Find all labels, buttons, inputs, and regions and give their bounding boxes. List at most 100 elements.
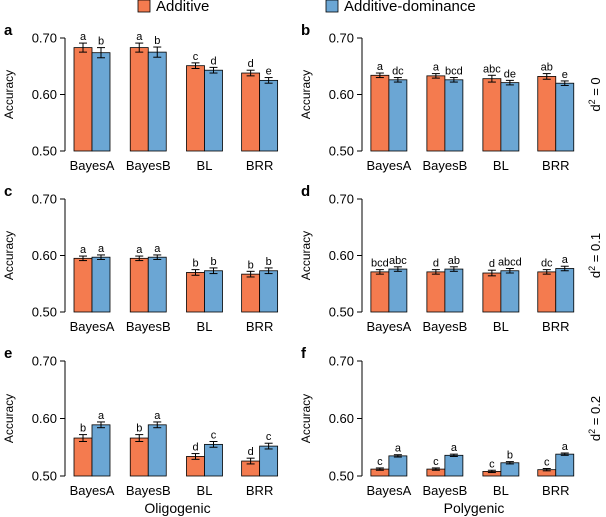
row-label: d2 = 0.2 — [587, 396, 603, 441]
y-tick-label: 0.70 — [329, 31, 354, 46]
bar-e-BL-dominance — [204, 443, 223, 477]
significance-letter: a — [98, 243, 105, 255]
panel-f: f0.500.600.70AccuracycaBayesAcaBayesBcbB… — [299, 345, 603, 516]
bar-a-BayesB-dominance — [147, 51, 167, 152]
bar-c-BL-dominance — [204, 270, 223, 313]
bar-d-BayesB-additive — [426, 271, 446, 313]
bar-e-BayesA-additive — [73, 437, 93, 477]
x-tick-label-BayesB: BayesB — [422, 483, 467, 498]
panel-letter-d: d — [301, 183, 310, 200]
legend: Additive Additive-dominance — [137, 0, 476, 15]
significance-letter: abc — [483, 63, 501, 75]
y-tick-label: 0.70 — [32, 31, 57, 46]
x-axis-label: Oligogenic — [144, 500, 210, 516]
bar-d-BayesA-dominance — [388, 268, 408, 313]
panel-letter-f: f — [301, 345, 307, 362]
x-tick-label-BRR: BRR — [542, 319, 569, 334]
x-tick-label-BayesB: BayesB — [126, 483, 171, 498]
y-axis-label: Accuracy — [2, 394, 16, 443]
bar-d-BayesB-dominance — [444, 268, 464, 313]
significance-letter: dc — [541, 258, 553, 270]
significance-letter: d — [433, 258, 439, 270]
y-tick-label: 0.70 — [329, 354, 354, 369]
significance-letter: b — [80, 423, 86, 435]
significance-letter: de — [504, 68, 516, 80]
panel-letter-c: c — [4, 183, 12, 200]
significance-letter: d — [489, 258, 495, 270]
bar-c-BayesB-dominance — [147, 256, 167, 313]
bar-c-BRR-dominance — [259, 270, 279, 313]
bar-c-BL-additive — [186, 272, 205, 313]
bar-f-BayesB-dominance — [444, 454, 464, 477]
significance-letter: d — [210, 55, 216, 67]
significance-letter: c — [266, 431, 272, 443]
significance-letter: a — [80, 31, 87, 43]
x-tick-label-BRR: BRR — [542, 483, 569, 498]
x-tick-label-BayesA: BayesA — [366, 319, 411, 334]
y-tick-label: 0.60 — [329, 411, 354, 426]
bar-b-BL-additive — [482, 78, 502, 152]
bar-e-BayesB-dominance — [147, 424, 167, 477]
significance-letter: a — [451, 442, 458, 454]
y-tick-label: 0.50 — [329, 305, 354, 320]
y-tick-label: 0.60 — [32, 248, 57, 263]
bar-f-BRR-dominance — [555, 453, 575, 477]
bar-d-BL-dominance — [500, 270, 520, 313]
bar-a-BL-dominance — [204, 69, 223, 152]
significance-letter: a — [154, 410, 161, 422]
significance-letter: a — [562, 441, 569, 453]
x-tick-label-BRR: BRR — [246, 483, 273, 498]
y-axis-label: Accuracy — [299, 70, 313, 119]
significance-letter: b — [154, 35, 160, 47]
bar-a-BayesB-additive — [129, 47, 149, 152]
y-axis-label: Accuracy — [299, 231, 313, 280]
x-tick-label-BL: BL — [493, 483, 509, 498]
significance-letter: d — [248, 446, 254, 458]
significance-letter: bcd — [371, 258, 389, 270]
significance-letter: e — [266, 66, 272, 78]
y-tick-label: 0.60 — [329, 87, 354, 102]
significance-letter: b — [192, 258, 198, 270]
y-tick-label: 0.70 — [32, 354, 57, 369]
bar-b-BRR-dominance — [555, 82, 575, 152]
significance-letter: c — [544, 457, 550, 469]
significance-letter: b — [210, 256, 216, 268]
x-tick-label-BayesB: BayesB — [422, 158, 467, 173]
bar-d-BRR-dominance — [555, 268, 575, 313]
significance-letter: a — [377, 61, 384, 73]
x-tick-label-BL: BL — [197, 319, 213, 334]
bar-a-BRR-additive — [241, 72, 261, 152]
bar-b-BayesA-additive — [370, 74, 390, 152]
y-tick-label: 0.70 — [32, 192, 57, 207]
legend-swatch-1 — [325, 0, 339, 13]
significance-letter: a — [154, 243, 161, 255]
bar-d-BayesA-additive — [370, 271, 390, 313]
significance-letter: d — [248, 58, 254, 70]
significance-letter: b — [507, 450, 513, 462]
x-tick-label-BayesA: BayesA — [366, 158, 411, 173]
significance-letter: b — [266, 256, 272, 268]
x-tick-label-BayesA: BayesA — [366, 483, 411, 498]
significance-letter: a — [80, 244, 87, 256]
bar-c-BayesA-additive — [73, 257, 93, 313]
bar-a-BayesA-additive — [73, 47, 93, 152]
bar-b-BayesB-dominance — [444, 79, 464, 152]
bar-f-BayesA-dominance — [388, 455, 408, 477]
significance-letter: a — [98, 410, 105, 422]
bar-e-BRR-dominance — [259, 445, 279, 477]
y-tick-label: 0.60 — [32, 411, 57, 426]
significance-letter: d — [192, 442, 198, 454]
bar-c-BRR-additive — [241, 273, 261, 313]
significance-letter: a — [395, 443, 402, 455]
significance-letter: b — [98, 36, 104, 48]
legend-label-0: Additive — [156, 0, 209, 15]
significance-letter: c — [193, 51, 199, 63]
bar-a-BL-additive — [186, 65, 205, 152]
significance-letter: abcd — [498, 256, 522, 268]
y-tick-label: 0.50 — [32, 305, 57, 320]
x-tick-label-BL: BL — [493, 319, 509, 334]
x-tick-label-BayesB: BayesB — [126, 158, 171, 173]
